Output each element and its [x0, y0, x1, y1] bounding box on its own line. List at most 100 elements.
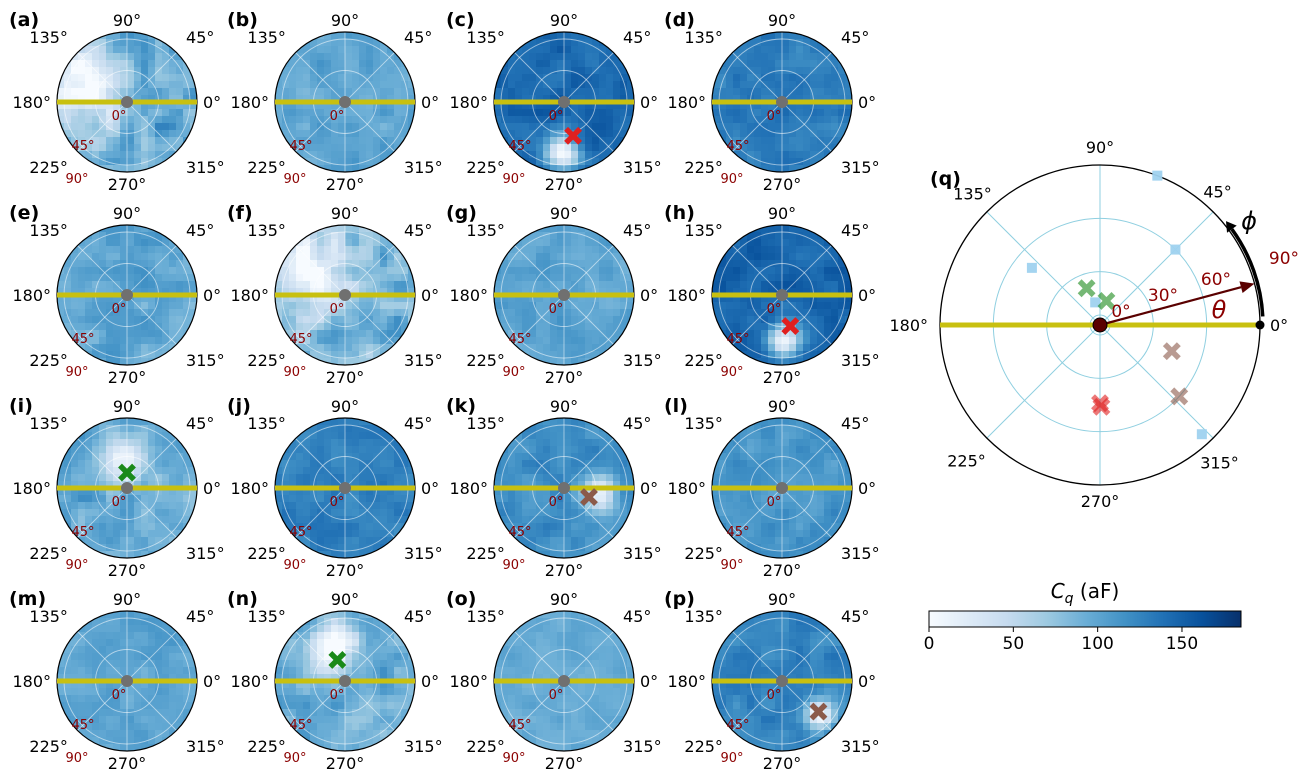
heatmap-cell — [106, 158, 114, 166]
heatmap-cell — [740, 302, 748, 310]
heatmap-cell — [345, 516, 353, 524]
theta-tick-label: 90° — [65, 365, 88, 380]
heatmap-cell — [176, 695, 184, 703]
heatmap-cell — [578, 344, 586, 352]
heatmap-cell — [536, 323, 544, 331]
heatmap-cell — [338, 232, 346, 240]
heatmap-cell — [740, 309, 748, 317]
heatmap-cell — [141, 53, 149, 61]
heatmap-cell — [380, 109, 388, 117]
heatmap-cell — [564, 81, 572, 89]
heatmap-cell — [803, 432, 811, 440]
heatmap-cell — [719, 309, 727, 317]
heatmap-cell — [127, 667, 135, 675]
heatmap-cell — [190, 667, 197, 675]
heatmap-cell — [543, 60, 551, 68]
heatmap-cell — [127, 625, 135, 633]
heatmap-cell — [571, 95, 579, 103]
heatmap-cell — [796, 481, 804, 489]
heatmap-cell — [387, 95, 395, 103]
heatmap-cell — [352, 130, 360, 138]
heatmap-cell — [64, 260, 72, 268]
heatmap-cell — [789, 225, 797, 233]
heatmap-cell — [824, 295, 832, 303]
heatmap-cell — [796, 351, 804, 359]
heatmap-cell — [387, 316, 395, 324]
heatmap-cell — [352, 225, 360, 233]
heatmap-cell — [515, 351, 523, 359]
heatmap-cell — [522, 495, 530, 503]
heatmap-cell — [162, 653, 170, 661]
heatmap-cell — [85, 267, 93, 275]
heatmap-cell — [92, 81, 100, 89]
heatmap-cell — [57, 109, 65, 117]
heatmap-cell — [719, 74, 727, 82]
heatmap-cell — [85, 702, 93, 710]
heatmap-cell — [183, 144, 191, 152]
heatmap-cell — [529, 523, 537, 531]
heatmap-cell — [501, 67, 509, 75]
heatmap-cell — [817, 246, 825, 254]
heatmap-cell — [92, 523, 100, 531]
heatmap-cell — [515, 281, 523, 289]
heatmap-cell — [64, 681, 72, 689]
heatmap-cell — [345, 158, 353, 166]
heatmap-cell — [113, 32, 121, 40]
heatmap-cell — [740, 144, 748, 152]
heatmap-cell — [810, 439, 818, 447]
heatmap-cell — [373, 537, 381, 545]
heatmap-cell — [380, 144, 388, 152]
heatmap-cell — [817, 151, 825, 159]
heatmap-cell — [106, 723, 114, 731]
heatmap-cell — [564, 309, 572, 317]
heatmap-cell — [169, 102, 177, 110]
heatmap-cell — [782, 151, 790, 159]
heatmap-cell — [387, 523, 395, 531]
heatmap-cell — [592, 425, 600, 433]
heatmap-cell — [148, 674, 156, 682]
heatmap-cell — [120, 611, 128, 619]
heatmap-cell — [85, 537, 93, 545]
heatmap-cell — [289, 95, 297, 103]
heatmap-cell — [606, 544, 614, 552]
heatmap-cell — [627, 446, 634, 454]
heatmap-cell — [134, 425, 142, 433]
heatmap-cell — [113, 730, 121, 738]
heatmap-cell — [134, 53, 142, 61]
heatmap-cell — [585, 446, 593, 454]
heatmap-cell — [733, 302, 741, 310]
heatmap-cell — [155, 246, 163, 254]
heatmap-cell — [366, 351, 374, 359]
heatmap-cell — [169, 425, 177, 433]
heatmap-cell — [387, 481, 395, 489]
heatmap-cell — [740, 537, 748, 545]
heatmap-cell — [408, 109, 415, 117]
heatmap-cell — [726, 81, 734, 89]
heatmap-cell — [387, 109, 395, 117]
heatmap-cell — [169, 467, 177, 475]
heatmap-cell — [141, 425, 149, 433]
heatmap-cell — [578, 151, 586, 159]
heatmap-cell — [394, 488, 402, 496]
heatmap-cell — [380, 102, 388, 110]
heatmap-cell — [557, 432, 565, 440]
heatmap-cell — [92, 123, 100, 131]
heatmap-cell — [726, 453, 734, 461]
heatmap-cell — [127, 537, 135, 545]
heatmap-cell — [810, 474, 818, 482]
heatmap-cell — [824, 116, 832, 124]
heatmap-cell — [120, 232, 128, 240]
heatmap-cell — [494, 281, 502, 289]
heatmap-cell — [92, 530, 100, 538]
heatmap-cell — [303, 323, 311, 331]
heatmap-cell — [162, 467, 170, 475]
heatmap-cell — [508, 274, 516, 282]
heatmap-cell — [620, 502, 628, 510]
heatmap-cell — [522, 144, 530, 152]
heatmap-cell — [789, 516, 797, 524]
phi-tick-label: 315° — [186, 158, 225, 177]
heatmap-cell — [134, 74, 142, 82]
heatmap-cell — [761, 330, 769, 338]
heatmap-cell — [92, 502, 100, 510]
heatmap-cell — [585, 158, 593, 166]
